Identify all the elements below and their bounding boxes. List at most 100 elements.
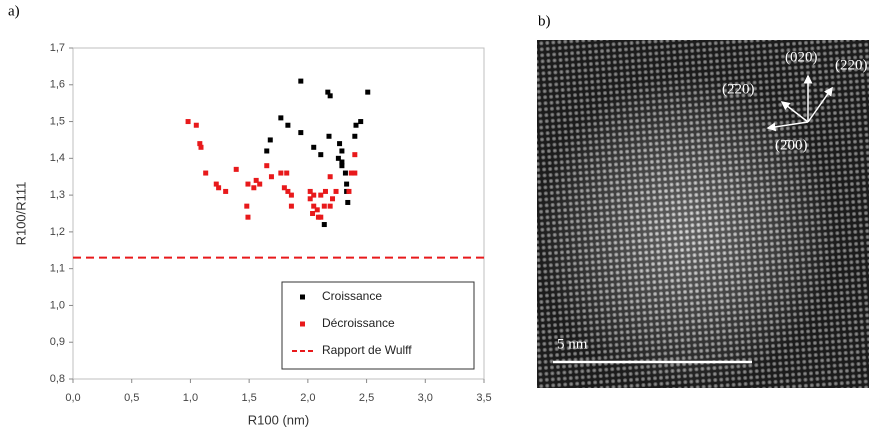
plane-label: (220) xyxy=(835,57,868,73)
y-tick-label: 1,6 xyxy=(50,79,65,91)
data-point xyxy=(311,192,317,198)
panel-label: b) xyxy=(538,13,551,29)
data-point xyxy=(314,207,320,213)
plot-frame xyxy=(72,47,485,380)
plane-label: (2̄00) xyxy=(775,137,808,153)
data-point xyxy=(307,188,313,194)
data-point xyxy=(197,141,203,147)
data-point xyxy=(326,133,332,139)
data-point xyxy=(348,170,354,176)
data-point xyxy=(310,211,316,216)
plane-label: (2̄20) xyxy=(722,81,755,97)
data-point xyxy=(278,170,284,176)
legend-label: Rapport de Wulff xyxy=(322,343,412,357)
direction-arrows xyxy=(766,74,833,132)
data-point xyxy=(352,152,358,158)
y-tick-label: 1,3 xyxy=(50,189,65,201)
data-point xyxy=(298,78,304,84)
data-point xyxy=(353,122,359,128)
data-point xyxy=(358,119,364,125)
data-point xyxy=(285,122,291,128)
data-point xyxy=(278,115,284,121)
image-shading xyxy=(537,40,869,388)
data-point xyxy=(285,188,291,194)
data-point xyxy=(267,137,273,143)
data-point xyxy=(245,214,251,220)
data-point xyxy=(330,196,336,202)
data-point xyxy=(193,122,199,128)
legend-label: Décroissance xyxy=(322,316,395,330)
data-point xyxy=(244,203,250,209)
data-point xyxy=(322,188,328,194)
data-point xyxy=(339,163,345,169)
y-tick-label: 0,9 xyxy=(50,336,65,348)
data-point xyxy=(333,188,339,194)
data-point xyxy=(365,89,371,95)
x-tick-label: 1,5 xyxy=(241,392,256,404)
data-point xyxy=(281,185,287,191)
legend-label: Croissance xyxy=(322,289,382,303)
data-point xyxy=(339,159,345,165)
data-point xyxy=(257,181,263,187)
data-point xyxy=(185,119,191,125)
data-point xyxy=(325,89,331,95)
data-point xyxy=(311,203,317,209)
micrograph: (020) (220) (2̄20) (2̄00) 5 nm xyxy=(537,40,869,388)
data-point xyxy=(327,174,333,180)
data-point xyxy=(327,203,333,209)
data-point xyxy=(352,133,358,139)
data-point xyxy=(321,222,327,228)
data-point xyxy=(337,141,343,147)
y-tick-label: 1,1 xyxy=(50,263,65,275)
data-point xyxy=(213,181,219,187)
legend-box xyxy=(281,281,475,370)
data-point xyxy=(345,199,351,205)
plane-label: (020) xyxy=(785,49,818,65)
data-point xyxy=(223,188,229,194)
x-tick-label: 0,5 xyxy=(124,392,139,404)
legend: Croissance Décroissance Rapport de Wulff xyxy=(281,281,475,370)
data-point xyxy=(298,130,304,136)
y-axis-title: R100/R111 xyxy=(13,182,28,246)
x-axis-title: R100 (nm) xyxy=(248,412,309,427)
data-point xyxy=(288,192,294,198)
data-point xyxy=(318,214,324,220)
y-tick-label: 1,0 xyxy=(50,299,65,311)
data-point xyxy=(318,152,324,158)
panel-label: a) xyxy=(8,3,20,19)
data-point xyxy=(245,181,251,187)
data-point xyxy=(233,166,239,172)
legend-swatch xyxy=(300,321,305,327)
x-tick-label: 0,0 xyxy=(65,392,80,404)
x-tick-label: 2,0 xyxy=(300,392,315,404)
data-point xyxy=(264,163,270,169)
y-tick-label: 1,2 xyxy=(50,226,65,238)
data-point xyxy=(344,181,350,187)
data-point xyxy=(216,185,222,191)
data-point xyxy=(198,144,204,150)
data-point xyxy=(321,203,327,209)
data-point xyxy=(327,93,333,99)
data-point xyxy=(335,155,341,161)
data-point xyxy=(318,192,324,198)
data-point xyxy=(264,148,270,154)
data-point xyxy=(268,174,274,180)
scatter-chart: 0,8 0,9 1,0 1,1 1,2 1,3 1,4 1,5 1,6 1,7 0,0 0,5 1,0 1… xyxy=(13,42,491,428)
x-tick-label: 3,5 xyxy=(476,392,491,404)
data-point xyxy=(253,177,259,183)
data-point xyxy=(284,170,290,176)
data-point xyxy=(352,170,358,176)
x-tick-label: 1,0 xyxy=(183,392,198,404)
y-tick-label: 1,4 xyxy=(50,152,65,164)
data-point xyxy=(346,188,352,194)
y-tick-label: 0,8 xyxy=(50,373,65,385)
x-tick-label: 2,5 xyxy=(359,392,374,404)
data-point xyxy=(203,170,209,176)
legend-swatch xyxy=(300,294,305,300)
data-point xyxy=(342,170,348,176)
data-point xyxy=(311,144,317,150)
data-point xyxy=(307,196,313,202)
x-tick-label: 3,0 xyxy=(418,392,433,404)
